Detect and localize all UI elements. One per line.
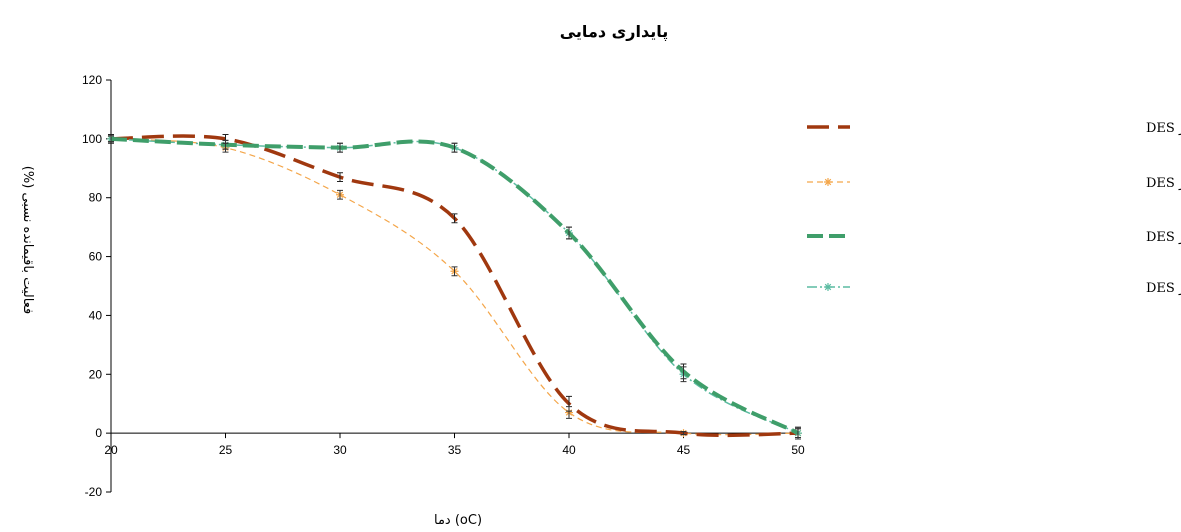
x-tick-label: 45	[677, 443, 691, 457]
error-bar	[451, 142, 458, 153]
legend-item-3: آنزیم جهش‌یافته I232R در حضور DES	[807, 228, 1181, 245]
error-bar	[680, 431, 687, 436]
error-bar	[337, 142, 343, 153]
chart-title: پایداری دمایی	[560, 22, 669, 42]
y-tick-label: 120	[82, 73, 102, 87]
series-line	[110, 138, 799, 434]
chart-series	[107, 133, 802, 440]
y-tick-label: 60	[89, 250, 103, 264]
x-tick-label: 35	[448, 443, 462, 457]
series-1	[110, 134, 799, 438]
y-tick-label: 40	[89, 308, 103, 322]
x-tick-label: 40	[562, 443, 576, 457]
error-bar	[795, 426, 801, 440]
y-tick-label: 100	[82, 132, 102, 146]
error-bar	[337, 189, 343, 200]
error-bar	[337, 172, 343, 183]
series-3	[110, 136, 799, 435]
y-tick-label: 0	[95, 426, 102, 440]
series-2	[107, 134, 802, 438]
legend-label: آنزیم جهش‌یافته I232R در حضور DES	[1146, 228, 1181, 245]
x-tick-label: 30	[333, 443, 347, 457]
series-4	[107, 134, 802, 438]
x-tick-label: 20	[104, 443, 118, 457]
error-bar	[108, 135, 114, 143]
legend-item-1: آنزیم وحشی در حضور DES	[807, 119, 1181, 136]
legend-marker	[824, 178, 832, 186]
error-bar	[680, 366, 687, 383]
x-tick-label: 25	[219, 443, 233, 457]
error-bar	[566, 406, 572, 419]
x-tick-label: 50	[791, 443, 805, 457]
error-bar	[222, 139, 229, 150]
chart-legend: آنزیم وحشی در حضور DES آنزیم وحشی در عدم …	[807, 119, 1181, 296]
y-tick-label: 20	[89, 367, 103, 381]
y-tick-label: -20	[85, 485, 103, 499]
legend-marker	[824, 283, 832, 291]
series-line	[110, 134, 799, 438]
error-bars	[108, 133, 801, 440]
error-bar	[566, 226, 572, 240]
error-bar	[451, 213, 458, 224]
y-tick-label: 80	[89, 191, 103, 205]
legend-label: آنزیم جهش‌یافته I232R در عدم حضور DES	[1146, 279, 1181, 296]
error-bar	[451, 266, 458, 277]
legend-item-4: آنزیم جهش‌یافته I232R در عدم حضور DES	[807, 279, 1181, 296]
legend-item-2: آنزیم وحشی در عدم حضور DES	[807, 174, 1181, 191]
y-axis-label: فعالیت باقیمانده نسبی (%)	[20, 166, 35, 314]
legend-label: آنزیم وحشی در عدم حضور DES	[1146, 174, 1181, 191]
legend-label: آنزیم وحشی در حضور DES	[1146, 119, 1181, 136]
series-line	[110, 138, 799, 436]
series-line	[110, 136, 799, 435]
x-axis-label: دما (oC)	[434, 513, 482, 528]
